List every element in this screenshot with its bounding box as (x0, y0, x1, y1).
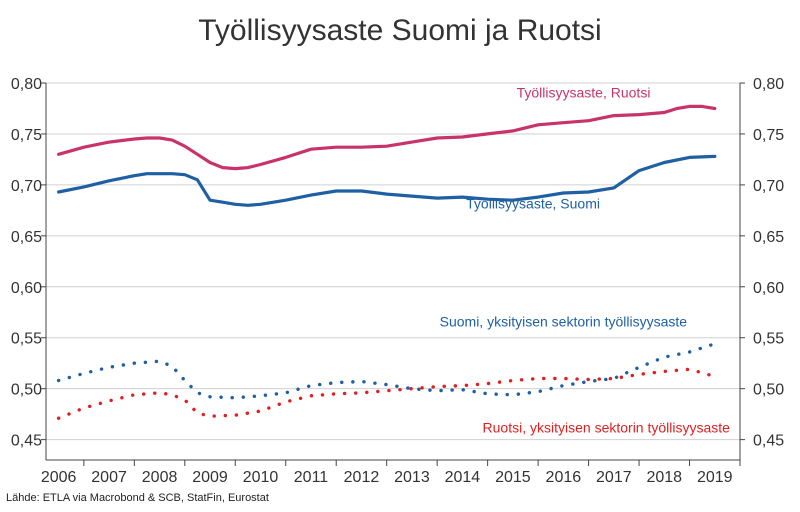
x-tick-label: 2009 (192, 469, 228, 486)
y-tick-label-right: 0,65 (753, 229, 784, 246)
series-label-1: Työllisyysaste, Suomi (466, 195, 600, 211)
series-line-1 (57, 154, 717, 207)
y-tick-label-right: 0,50 (753, 382, 784, 399)
y-tick-label-left: 0,80 (11, 76, 42, 93)
x-tick-label: 2018 (646, 469, 682, 486)
x-tick-label: 2014 (445, 469, 481, 486)
series-label-3: Ruotsi, yksityisen sektorin työllisyysas… (483, 419, 731, 435)
x-tick-label: 2015 (495, 469, 531, 486)
y-tick-label-left: 0,65 (11, 229, 42, 246)
gridlines (46, 82, 740, 441)
x-tick-label: 2006 (41, 469, 77, 486)
x-tick-label: 2016 (546, 469, 582, 486)
y-tick-label-left: 0,50 (11, 382, 42, 399)
source-note: Lähde: ETLA via Macrobond & SCB, StatFin… (6, 492, 269, 504)
y-tick-label-left: 0,70 (11, 178, 42, 195)
series-line-0 (57, 104, 717, 171)
y-tick-label-left: 0,45 (11, 433, 42, 450)
y-tick-label-left: 0,60 (11, 280, 42, 297)
series-group (56, 104, 717, 420)
y-tick-label-right: 0,70 (753, 178, 784, 195)
series-label-0: Työllisyysaste, Ruotsi (517, 84, 651, 100)
y-tick-label-right: 0,60 (753, 280, 784, 297)
x-tick-label: 2011 (294, 469, 329, 486)
series-labels: Työllisyysaste, Ruotsi Työllisyysaste, Su… (440, 84, 731, 435)
x-tick-label: 2010 (243, 469, 279, 486)
y-tick-label-left: 0,75 (11, 127, 42, 144)
y-tick-label-right: 0,45 (753, 433, 784, 450)
axes: 0,45 0,45 0,50 0,50 0,55 0,55 0,60 0,60 0,65 0,65… (11, 76, 784, 486)
y-tick-label-right: 0,75 (753, 127, 784, 144)
x-tick-label: 2012 (344, 469, 380, 486)
x-tick-label: 2013 (394, 469, 430, 486)
x-tick-label: 2017 (596, 469, 632, 486)
x-tick-label: 2019 (697, 469, 733, 486)
y-tick-label-right: 0,80 (753, 76, 784, 93)
series-line-2 (56, 342, 717, 400)
y-tick-label-right: 0,55 (753, 331, 784, 348)
x-tick-label: 2008 (142, 469, 178, 486)
y-tick-label-left: 0,55 (11, 331, 42, 348)
x-tick-label: 2007 (91, 469, 127, 486)
chart-title: Työllisyysaste Suomi ja Ruotsi (198, 14, 602, 47)
series-label-2: Suomi, yksityisen sektorin työllisyysast… (440, 314, 688, 330)
